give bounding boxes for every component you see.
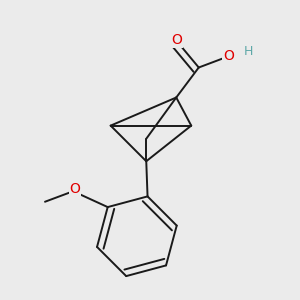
Text: H: H — [244, 45, 253, 58]
Text: O: O — [171, 33, 182, 47]
Text: O: O — [70, 182, 80, 197]
Text: O: O — [223, 49, 234, 62]
